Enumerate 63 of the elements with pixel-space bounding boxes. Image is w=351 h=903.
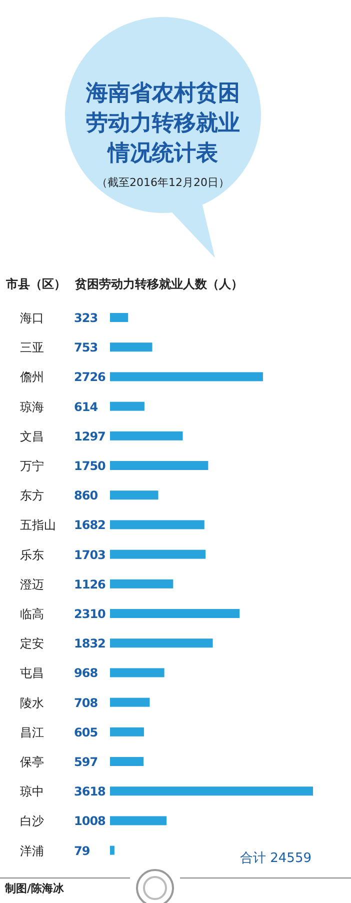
data-label: 708	[74, 696, 98, 710]
bar	[110, 816, 167, 826]
bar	[110, 313, 128, 322]
bar	[110, 786, 313, 796]
data-label: 79	[74, 844, 90, 858]
bar	[110, 757, 144, 766]
y-tick-label: 洋浦	[20, 844, 44, 858]
y-axis-title: 市县（区）	[5, 277, 66, 291]
bar	[110, 579, 174, 588]
y-tick-label: 三亚	[20, 340, 44, 355]
y-tick-label: 保亭	[20, 755, 44, 769]
annotation: 合计 24559	[240, 851, 312, 866]
y-tick-label: 海口	[20, 311, 44, 325]
data-label: 3618	[74, 784, 106, 799]
y-tick-label: 定安	[20, 636, 44, 651]
bar	[110, 342, 152, 352]
bar	[110, 846, 114, 855]
y-tick-label: 澄迈	[20, 577, 44, 592]
x-axis-title: 贫困劳动力转移就业人数（人）	[74, 277, 243, 291]
data-label: 1126	[74, 577, 106, 592]
data-label: 1682	[74, 518, 106, 532]
y-tick-label: 白沙	[20, 814, 44, 828]
y-tick-label: 屯昌	[20, 666, 44, 680]
bar	[110, 461, 208, 470]
data-label: 323	[74, 311, 98, 325]
data-label: 753	[74, 340, 98, 355]
bar	[110, 668, 164, 678]
data-label: 614	[74, 400, 98, 414]
bar	[110, 372, 263, 382]
chart-title: 海南省农村贫困劳动力转移就业情况统计表	[85, 81, 240, 166]
bar	[110, 520, 204, 530]
bar	[110, 638, 213, 648]
y-tick-label: 昌江	[20, 725, 44, 740]
data-label: 2310	[74, 607, 106, 621]
data-label: 1297	[74, 429, 106, 444]
data-label: 2726	[74, 370, 106, 384]
bar	[110, 550, 206, 559]
y-tick-label: 东方	[20, 488, 44, 503]
data-label: 1750	[74, 459, 106, 473]
bar	[110, 698, 150, 707]
bar	[110, 609, 240, 618]
y-tick-label: 乐东	[20, 548, 44, 562]
bar	[110, 727, 144, 736]
data-label: 968	[74, 666, 98, 680]
y-tick-label: 文昌	[20, 429, 44, 444]
y-tick-label: 五指山	[20, 518, 56, 532]
bar	[110, 490, 158, 500]
data-label: 1832	[74, 636, 106, 651]
data-label: 597	[74, 755, 98, 769]
y-tick-label: 临高	[20, 607, 44, 621]
y-tick-label: 陵水	[20, 696, 44, 710]
data-label: 605	[74, 725, 98, 740]
bar	[110, 431, 183, 440]
data-label: 1008	[74, 814, 106, 828]
y-tick-label: 万宁	[20, 459, 44, 473]
data-label: 860	[74, 488, 98, 503]
y-tick-label: 儋州	[20, 370, 44, 384]
data-label: 1703	[74, 548, 106, 562]
chart-subtitle: （截至2016年12月20日）	[96, 176, 230, 189]
y-tick-label: 琼海	[20, 400, 44, 414]
text: 制图/陈海冰	[4, 882, 66, 895]
bar	[110, 402, 144, 411]
y-tick-label: 琼中	[20, 784, 44, 799]
